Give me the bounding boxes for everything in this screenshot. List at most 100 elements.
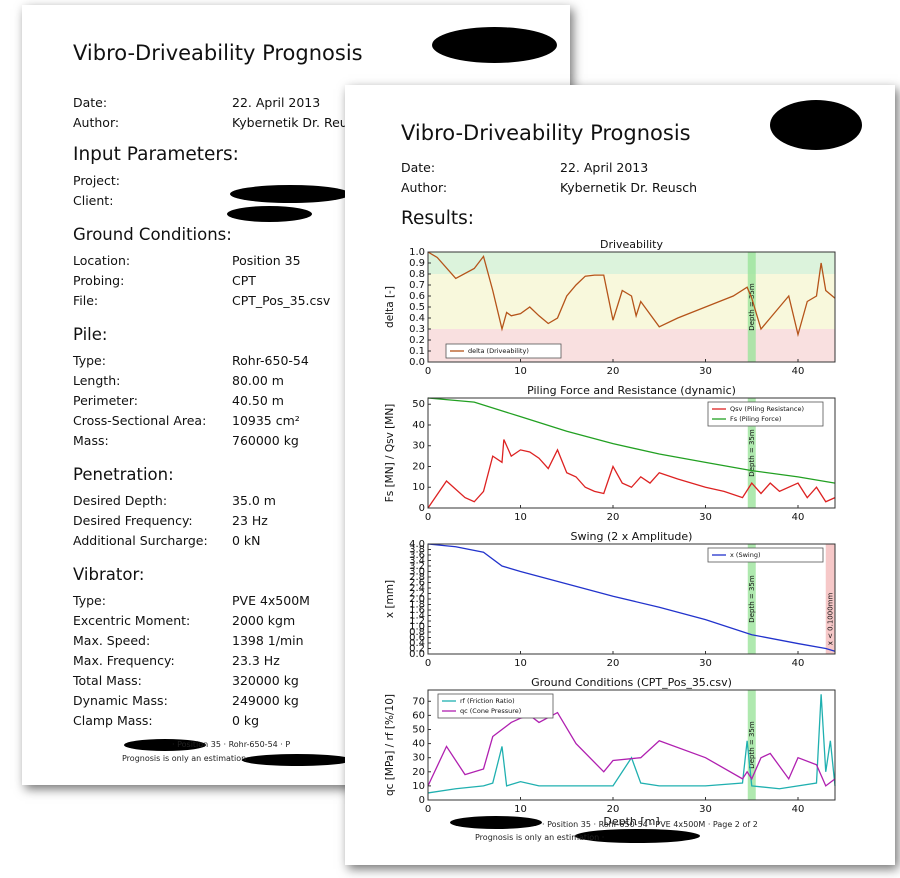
depth-band xyxy=(747,398,756,508)
y-tick-label: 0.6 xyxy=(409,291,425,302)
field-value: 1398 1/min xyxy=(232,633,304,648)
y-tick-label: 0.0 xyxy=(409,357,425,368)
field-value: 22. April 2013 xyxy=(560,160,649,175)
field-label: Client: xyxy=(73,193,114,208)
field-value: 80.00 m xyxy=(232,373,284,388)
field-value: 2000 kgm xyxy=(232,613,296,628)
field-value: Kybernetik Dr. Reusch xyxy=(232,115,370,130)
field-row: Location: Position 35 xyxy=(73,251,553,271)
field-row: Project: xyxy=(73,171,553,191)
redaction xyxy=(227,206,312,222)
y-tick-label: 0.2 xyxy=(409,335,425,346)
y-tick-label: 2.4 xyxy=(409,583,425,594)
doc-title: Vibro-Driveability Prognosis xyxy=(401,121,691,145)
field-row: Client: xyxy=(73,191,553,211)
field-label: Cross-Sectional Area: xyxy=(73,413,207,428)
field-label: Probing: xyxy=(73,273,125,288)
field-value: 22. April 2013 xyxy=(232,95,321,110)
field-value: 0 kg xyxy=(232,713,260,728)
field-row: Date: 22. April 2013 xyxy=(73,93,553,113)
legend-label: Qsv (Piling Resistance) xyxy=(730,405,804,413)
doc-title: Vibro-Driveability Prognosis xyxy=(73,41,363,65)
series-line xyxy=(427,694,836,794)
redaction xyxy=(770,100,862,150)
field-value: Kybernetik Dr. Reusch xyxy=(560,180,698,195)
y-tick-label: 0.5 xyxy=(409,302,425,313)
field-label: Perimeter: xyxy=(73,393,138,408)
plot-frame xyxy=(427,397,836,509)
field-row: Perimeter: 40.50 m xyxy=(73,391,553,411)
y-tick-label: 0.8 xyxy=(409,269,425,280)
field-label: Max. Frequency: xyxy=(73,653,175,668)
y-tick-label: 2.8 xyxy=(409,572,425,583)
field-label: Dynamic Mass: xyxy=(73,693,168,708)
y-tick-label: 50 xyxy=(412,724,425,735)
series-line xyxy=(427,439,836,509)
y-tick-label: 0.2 xyxy=(409,644,425,655)
field-value: PVE 4x500M xyxy=(232,593,310,608)
y-axis-label: qc [MPa] / rf [%/10] xyxy=(384,694,396,796)
field-row: File: CPT_Pos_35.csv xyxy=(73,291,553,311)
y-axis-label: Fs [MN] / Qsv [MN] xyxy=(384,404,396,503)
legend-label: x (Swing) xyxy=(730,551,760,559)
field-label: Desired Frequency: xyxy=(73,513,193,528)
x-tick-label: 10 xyxy=(514,512,527,523)
field-label: Additional Surcharge: xyxy=(73,533,208,548)
y-tick-label: 1.8 xyxy=(409,600,425,611)
x-tick-label: 0 xyxy=(425,366,431,377)
section-heading: Input Parameters: xyxy=(73,144,239,165)
field-row: Author: Kybernetik Dr. Reusch xyxy=(73,113,553,133)
redaction xyxy=(230,185,350,203)
field-row: Desired Depth: 35.0 m xyxy=(73,491,553,511)
results-heading: Results: xyxy=(401,208,475,229)
x-tick-label: 40 xyxy=(792,366,805,377)
y-tick-label: 0 xyxy=(419,503,425,514)
y-tick-label: 3.4 xyxy=(409,556,425,567)
field-label: Author: xyxy=(73,115,120,130)
field-row: Mass: 760000 kg xyxy=(73,431,553,451)
section-heading: Ground Conditions: xyxy=(73,225,232,244)
series-line xyxy=(427,397,836,484)
plot-frame xyxy=(427,689,836,801)
x-tick-label: 10 xyxy=(514,804,527,815)
y-tick-label: 3.0 xyxy=(409,567,425,578)
page-2: Vibro-Driveability Prognosis Date: 22. Ap… xyxy=(345,85,895,865)
redaction xyxy=(242,754,352,766)
field-label: Type: xyxy=(73,593,106,608)
depth-band xyxy=(747,690,756,800)
field-value: CPT xyxy=(232,273,256,288)
threshold-band xyxy=(825,544,835,654)
y-tick-label: 0.0 xyxy=(409,649,425,660)
x-tick-label: 10 xyxy=(514,366,527,377)
y-tick-label: 50 xyxy=(412,399,425,410)
y-tick-label: 30 xyxy=(412,441,425,452)
chart-title: Ground Conditions (CPT_Pos_35.csv) xyxy=(531,676,732,689)
field-label: Type: xyxy=(73,353,106,368)
y-tick-label: 60 xyxy=(412,710,425,721)
chart-title: Swing (2 x Amplitude) xyxy=(571,530,693,543)
depth-label: Depth = 35m xyxy=(748,283,756,331)
y-tick-label: 2.0 xyxy=(409,594,425,605)
field-label: Author: xyxy=(401,180,448,195)
depth-band xyxy=(747,544,756,654)
field-value: 10935 cm² xyxy=(232,413,300,428)
field-value: Position 35 xyxy=(232,253,301,268)
footer-line: · Position 35 · Rohr-650-54 · PVE 4x500M… xyxy=(542,820,758,829)
redaction xyxy=(124,739,206,751)
y-tick-label: 30 xyxy=(412,753,425,764)
y-tick-label: 40 xyxy=(412,420,425,431)
redaction xyxy=(432,27,557,63)
y-tick-label: 20 xyxy=(412,461,425,472)
y-axis-label: delta [-] xyxy=(384,286,396,328)
section-heading: Pile: xyxy=(73,325,108,344)
y-tick-label: 4.0 xyxy=(409,539,425,550)
field-label: Desired Depth: xyxy=(73,493,168,508)
info: Date: 22. April 2013 Author: Kybernetik Dr.… xyxy=(73,93,553,133)
y-tick-label: 0.4 xyxy=(409,638,425,649)
field-label: Mass: xyxy=(73,433,109,448)
depth-label: Depth = 35m xyxy=(748,721,756,769)
field-row: Total Mass: 320000 kg xyxy=(73,671,553,691)
legend-label: rf (Friction Ratio) xyxy=(460,697,515,705)
